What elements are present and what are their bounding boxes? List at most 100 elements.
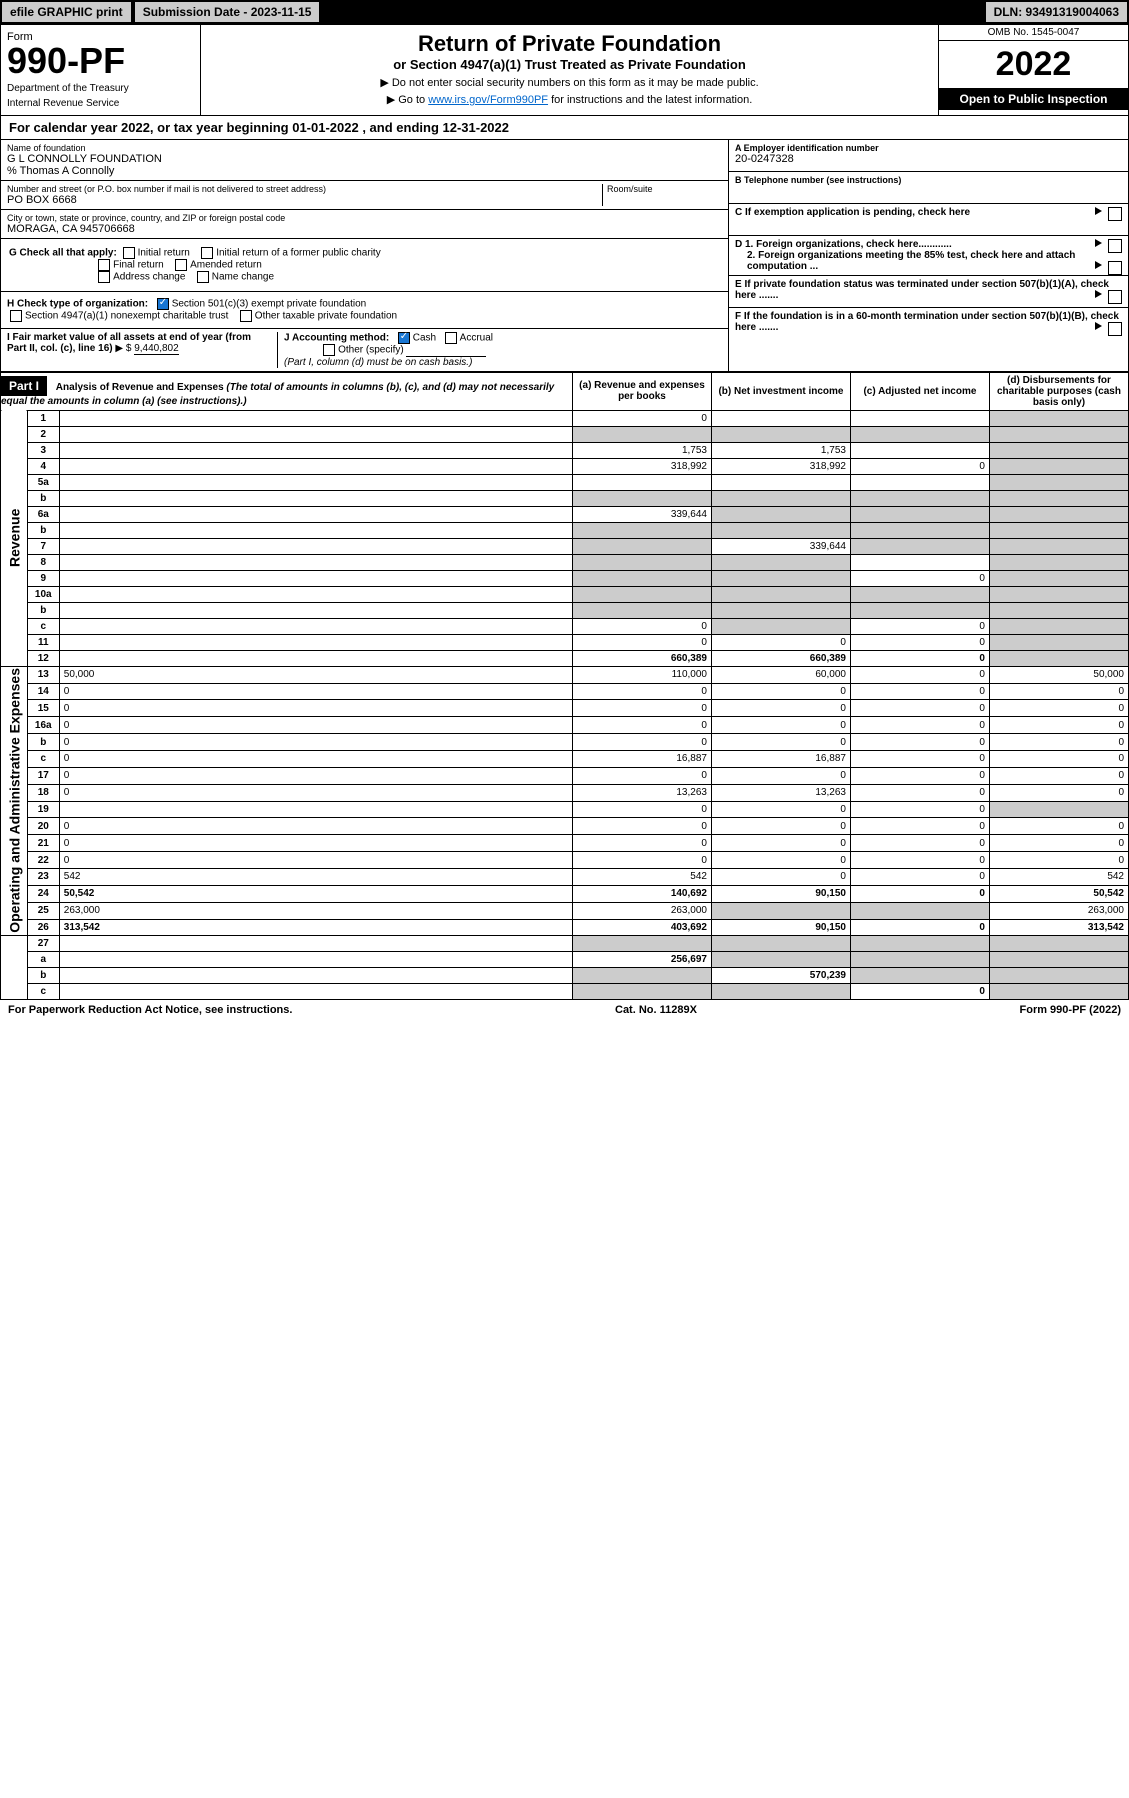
value-cell-a [572, 602, 711, 618]
cash-checkbox[interactable] [398, 332, 410, 344]
value-cell-c: 0 [850, 618, 989, 634]
table-row: 1400000 [1, 683, 1129, 700]
value-cell-c: 0 [850, 570, 989, 586]
value-cell-b: 0 [711, 683, 850, 700]
value-cell-b [711, 586, 850, 602]
value-cell-c: 0 [850, 750, 989, 767]
form-id-block: Form 990-PF Department of the Treasury I… [1, 25, 201, 115]
address-change-label: Address change [113, 272, 185, 283]
name-change-checkbox[interactable] [197, 271, 209, 283]
value-cell-c: 0 [850, 767, 989, 784]
foundation-info: Name of foundation G L CONNOLLY FOUNDATI… [0, 140, 1129, 372]
4947-label: Section 4947(a)(1) nonexempt charitable … [25, 311, 228, 322]
other-method-checkbox[interactable] [323, 344, 335, 356]
line-description: 542 [59, 868, 572, 885]
form-number: 990-PF [7, 43, 194, 79]
table-row: 1700000 [1, 767, 1129, 784]
accrual-checkbox[interactable] [445, 332, 457, 344]
value-cell-d [989, 801, 1128, 818]
table-row: 16a00000 [1, 717, 1129, 734]
table-row: a256,697 [1, 952, 1129, 968]
value-cell-a: 0 [572, 410, 711, 426]
value-cell-d: 0 [989, 683, 1128, 700]
f-checkbox[interactable] [1108, 322, 1122, 336]
table-row: b00000 [1, 734, 1129, 751]
value-cell-a: 318,992 [572, 458, 711, 474]
initial-return-checkbox[interactable] [123, 247, 135, 259]
value-cell-d: 0 [989, 818, 1128, 835]
line-description: 0 [59, 818, 572, 835]
value-cell-c: 0 [850, 683, 989, 700]
value-cell-b [711, 474, 850, 490]
value-cell-a: 0 [572, 852, 711, 869]
c-cell: C If exemption application is pending, c… [729, 204, 1128, 236]
value-cell-b [711, 952, 850, 968]
line-number: b [27, 602, 59, 618]
line-number: b [27, 734, 59, 751]
value-cell-a [572, 984, 711, 1000]
addr-label: Number and street (or P.O. box number if… [7, 184, 602, 194]
initial-public-checkbox[interactable] [201, 247, 213, 259]
line-number: 5a [27, 474, 59, 490]
line-description [59, 801, 572, 818]
d2-label: 2. Foreign organizations meeting the 85%… [747, 250, 1075, 272]
value-cell-c: 0 [850, 717, 989, 734]
value-cell-d: 542 [989, 868, 1128, 885]
value-cell-a: 0 [572, 618, 711, 634]
value-cell-c [850, 602, 989, 618]
c-checkbox[interactable] [1108, 207, 1122, 221]
goto-note: ▶ Go to www.irs.gov/Form990PF for instru… [213, 93, 926, 106]
e-arrow-icon [1095, 290, 1102, 298]
irs-link[interactable]: www.irs.gov/Form990PF [428, 94, 548, 106]
value-cell-b: 13,263 [711, 784, 850, 801]
line-number: b [27, 490, 59, 506]
value-cell-c [850, 506, 989, 522]
value-cell-c: 0 [850, 984, 989, 1000]
value-cell-c: 0 [850, 458, 989, 474]
value-cell-b: 0 [711, 835, 850, 852]
h-check-row: H Check type of organization: Section 50… [1, 292, 728, 329]
line-description: 0 [59, 734, 572, 751]
value-cell-b: 90,150 [711, 919, 850, 936]
city-value: MORAGA, CA 945706668 [7, 223, 722, 235]
value-cell-d: 0 [989, 852, 1128, 869]
value-cell-d [989, 538, 1128, 554]
501c3-checkbox[interactable] [157, 298, 169, 310]
part1-title: Analysis of Revenue and Expenses [56, 382, 224, 393]
value-cell-a [572, 538, 711, 554]
initial-public-label: Initial return of a former public charit… [216, 248, 381, 259]
line-number: 25 [27, 902, 59, 919]
value-cell-c: 0 [850, 919, 989, 936]
other-taxable-checkbox[interactable] [240, 310, 252, 322]
d2-checkbox[interactable] [1108, 261, 1122, 275]
value-cell-c: 0 [850, 868, 989, 885]
table-row: 19000 [1, 801, 1129, 818]
table-row: 5a [1, 474, 1129, 490]
amended-checkbox[interactable] [175, 259, 187, 271]
part1-badge: Part I [1, 376, 47, 396]
form-subtitle: or Section 4947(a)(1) Trust Treated as P… [213, 57, 926, 72]
d1-checkbox[interactable] [1108, 239, 1122, 253]
value-cell-d: 0 [989, 767, 1128, 784]
line-number: 26 [27, 919, 59, 936]
value-cell-b [711, 984, 850, 1000]
final-return-checkbox[interactable] [98, 259, 110, 271]
paperwork-notice: For Paperwork Reduction Act Notice, see … [8, 1004, 292, 1016]
value-cell-b [711, 410, 850, 426]
g-check-row: G Check all that apply: Initial return I… [1, 239, 728, 292]
value-cell-b: 90,150 [711, 885, 850, 902]
col-d-header: (d) Disbursements for charitable purpose… [989, 372, 1128, 410]
value-cell-d [989, 410, 1128, 426]
value-cell-d [989, 522, 1128, 538]
value-cell-d [989, 442, 1128, 458]
g-label: G Check all that apply: [9, 248, 117, 259]
value-cell-c [850, 442, 989, 458]
4947-checkbox[interactable] [10, 310, 22, 322]
table-row: 7339,644 [1, 538, 1129, 554]
address-change-checkbox[interactable] [98, 271, 110, 283]
side-label: Revenue [1, 410, 28, 666]
e-checkbox[interactable] [1108, 290, 1122, 304]
efile-button[interactable]: efile GRAPHIC print [2, 2, 131, 22]
table-row: 11000 [1, 634, 1129, 650]
table-row: 26313,542403,69290,1500313,542 [1, 919, 1129, 936]
